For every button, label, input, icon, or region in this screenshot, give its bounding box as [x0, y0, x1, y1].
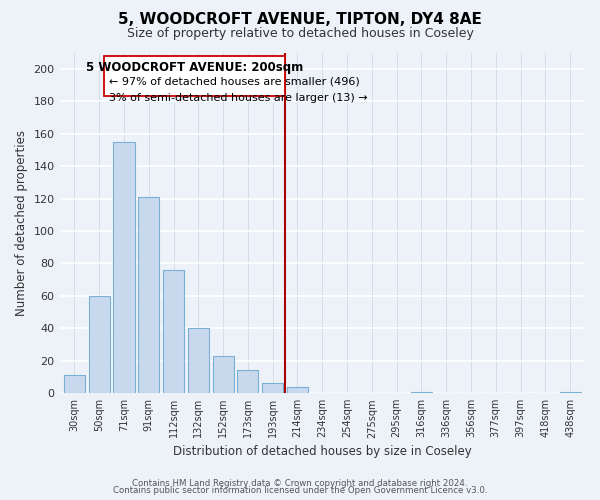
Bar	[411, 392, 432, 393]
Y-axis label: Number of detached properties: Number of detached properties	[15, 130, 28, 316]
Bar	[188, 328, 209, 393]
Bar	[163, 270, 184, 393]
Bar	[89, 296, 110, 393]
Text: 3% of semi-detached houses are larger (13) →: 3% of semi-detached houses are larger (1…	[109, 93, 368, 103]
Text: 5, WOODCROFT AVENUE, TIPTON, DY4 8AE: 5, WOODCROFT AVENUE, TIPTON, DY4 8AE	[118, 12, 482, 28]
Text: Size of property relative to detached houses in Coseley: Size of property relative to detached ho…	[127, 28, 473, 40]
Bar	[238, 370, 259, 393]
Bar	[212, 356, 233, 393]
Bar	[262, 384, 283, 393]
Text: Contains HM Land Registry data © Crown copyright and database right 2024.: Contains HM Land Registry data © Crown c…	[132, 478, 468, 488]
Bar	[64, 376, 85, 393]
FancyBboxPatch shape	[104, 56, 285, 96]
Text: ← 97% of detached houses are smaller (496): ← 97% of detached houses are smaller (49…	[109, 77, 360, 87]
Text: Contains public sector information licensed under the Open Government Licence v3: Contains public sector information licen…	[113, 486, 487, 495]
Bar	[287, 386, 308, 393]
Bar	[113, 142, 134, 393]
Bar	[560, 392, 581, 393]
X-axis label: Distribution of detached houses by size in Coseley: Distribution of detached houses by size …	[173, 444, 472, 458]
Text: 5 WOODCROFT AVENUE: 200sqm: 5 WOODCROFT AVENUE: 200sqm	[86, 60, 303, 74]
Bar	[138, 197, 160, 393]
